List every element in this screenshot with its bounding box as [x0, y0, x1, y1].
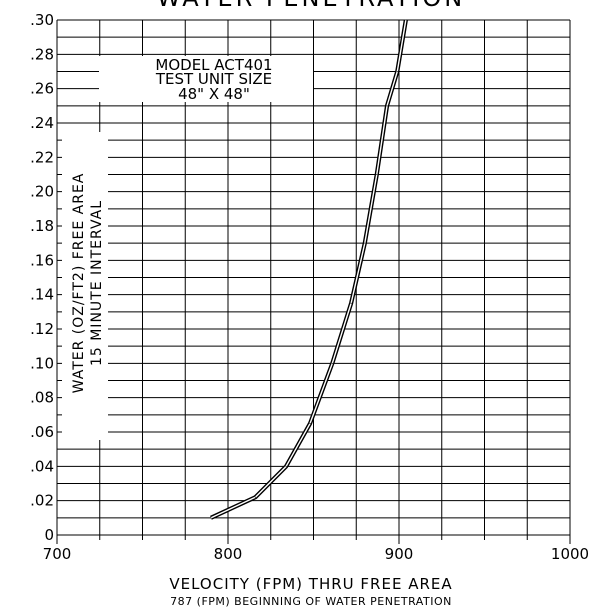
- x-tick-label: 800: [214, 545, 243, 563]
- x-tick-label: 900: [385, 545, 414, 563]
- y-axis-label-group: WATER (OZ/FT2) FREE AREA 15 MINUTE INTER…: [62, 132, 108, 440]
- y-tick-label: .06: [30, 423, 54, 441]
- data-point: [376, 174, 378, 175]
- y-tick-label: .30: [30, 11, 54, 29]
- annotation-line-2: TEST UNIT SIZE: [155, 70, 272, 88]
- y-tick-labels: 0 .02 .04 .06 .08 .10 .12 .14 .16 .18 .20 .22 .24 .26…: [30, 11, 54, 544]
- x-axis-sublabel: 787 (FPM) BEGINNING OF WATER PENETRATION: [170, 595, 452, 608]
- y-tick-label: .04: [30, 457, 54, 475]
- y-tick-label: .28: [30, 45, 54, 63]
- annotation-line-3: 48" X 48": [178, 85, 250, 103]
- y-tick-label: .16: [30, 251, 54, 269]
- y-tick-label: .18: [30, 217, 54, 235]
- data-point: [210, 517, 212, 519]
- x-tick-label: 1000: [551, 545, 589, 563]
- data-point: [386, 105, 388, 107]
- y-tick-label: .14: [30, 286, 54, 304]
- y-tick-label: .08: [30, 389, 54, 407]
- y-tick-label: .22: [30, 148, 54, 166]
- data-point: [285, 465, 287, 467]
- chart-title: WATER PENETRATION: [157, 0, 465, 12]
- x-tick-label: 700: [43, 545, 72, 563]
- data-point: [331, 362, 333, 364]
- data-point: [350, 302, 352, 304]
- x-tick-labels: 700 800 900 1000: [43, 545, 589, 563]
- y-tick-label: .02: [30, 492, 54, 510]
- x-axis-label: VELOCITY (FPM) THRU FREE AREA: [169, 575, 452, 593]
- data-point: [364, 242, 366, 244]
- y-axis-sublabel: 15 MINUTE INTERVAL: [89, 200, 105, 366]
- model-annotation: MODEL ACT401 TEST UNIT SIZE 48" X 48": [99, 56, 313, 103]
- data-point: [405, 19, 407, 21]
- data-point: [254, 496, 256, 498]
- chart-grid: [56, 19, 571, 544]
- data-point: [309, 422, 311, 424]
- y-axis-label: WATER (OZ/FT2) FREE AREA: [71, 173, 87, 394]
- y-tick-label: .26: [30, 80, 54, 98]
- y-tick-label: .10: [30, 354, 54, 372]
- annotation-line-1: MODEL ACT401: [155, 56, 272, 74]
- data-point: [396, 71, 398, 72]
- annotation-background: [99, 56, 313, 102]
- y-tick-label: .20: [30, 183, 54, 201]
- y-label-background: [62, 132, 108, 440]
- data-series-group: [210, 19, 408, 520]
- y-tick-label: .24: [30, 114, 54, 132]
- y-tick-label: 0: [44, 526, 54, 544]
- y-tick-label: .12: [30, 320, 54, 338]
